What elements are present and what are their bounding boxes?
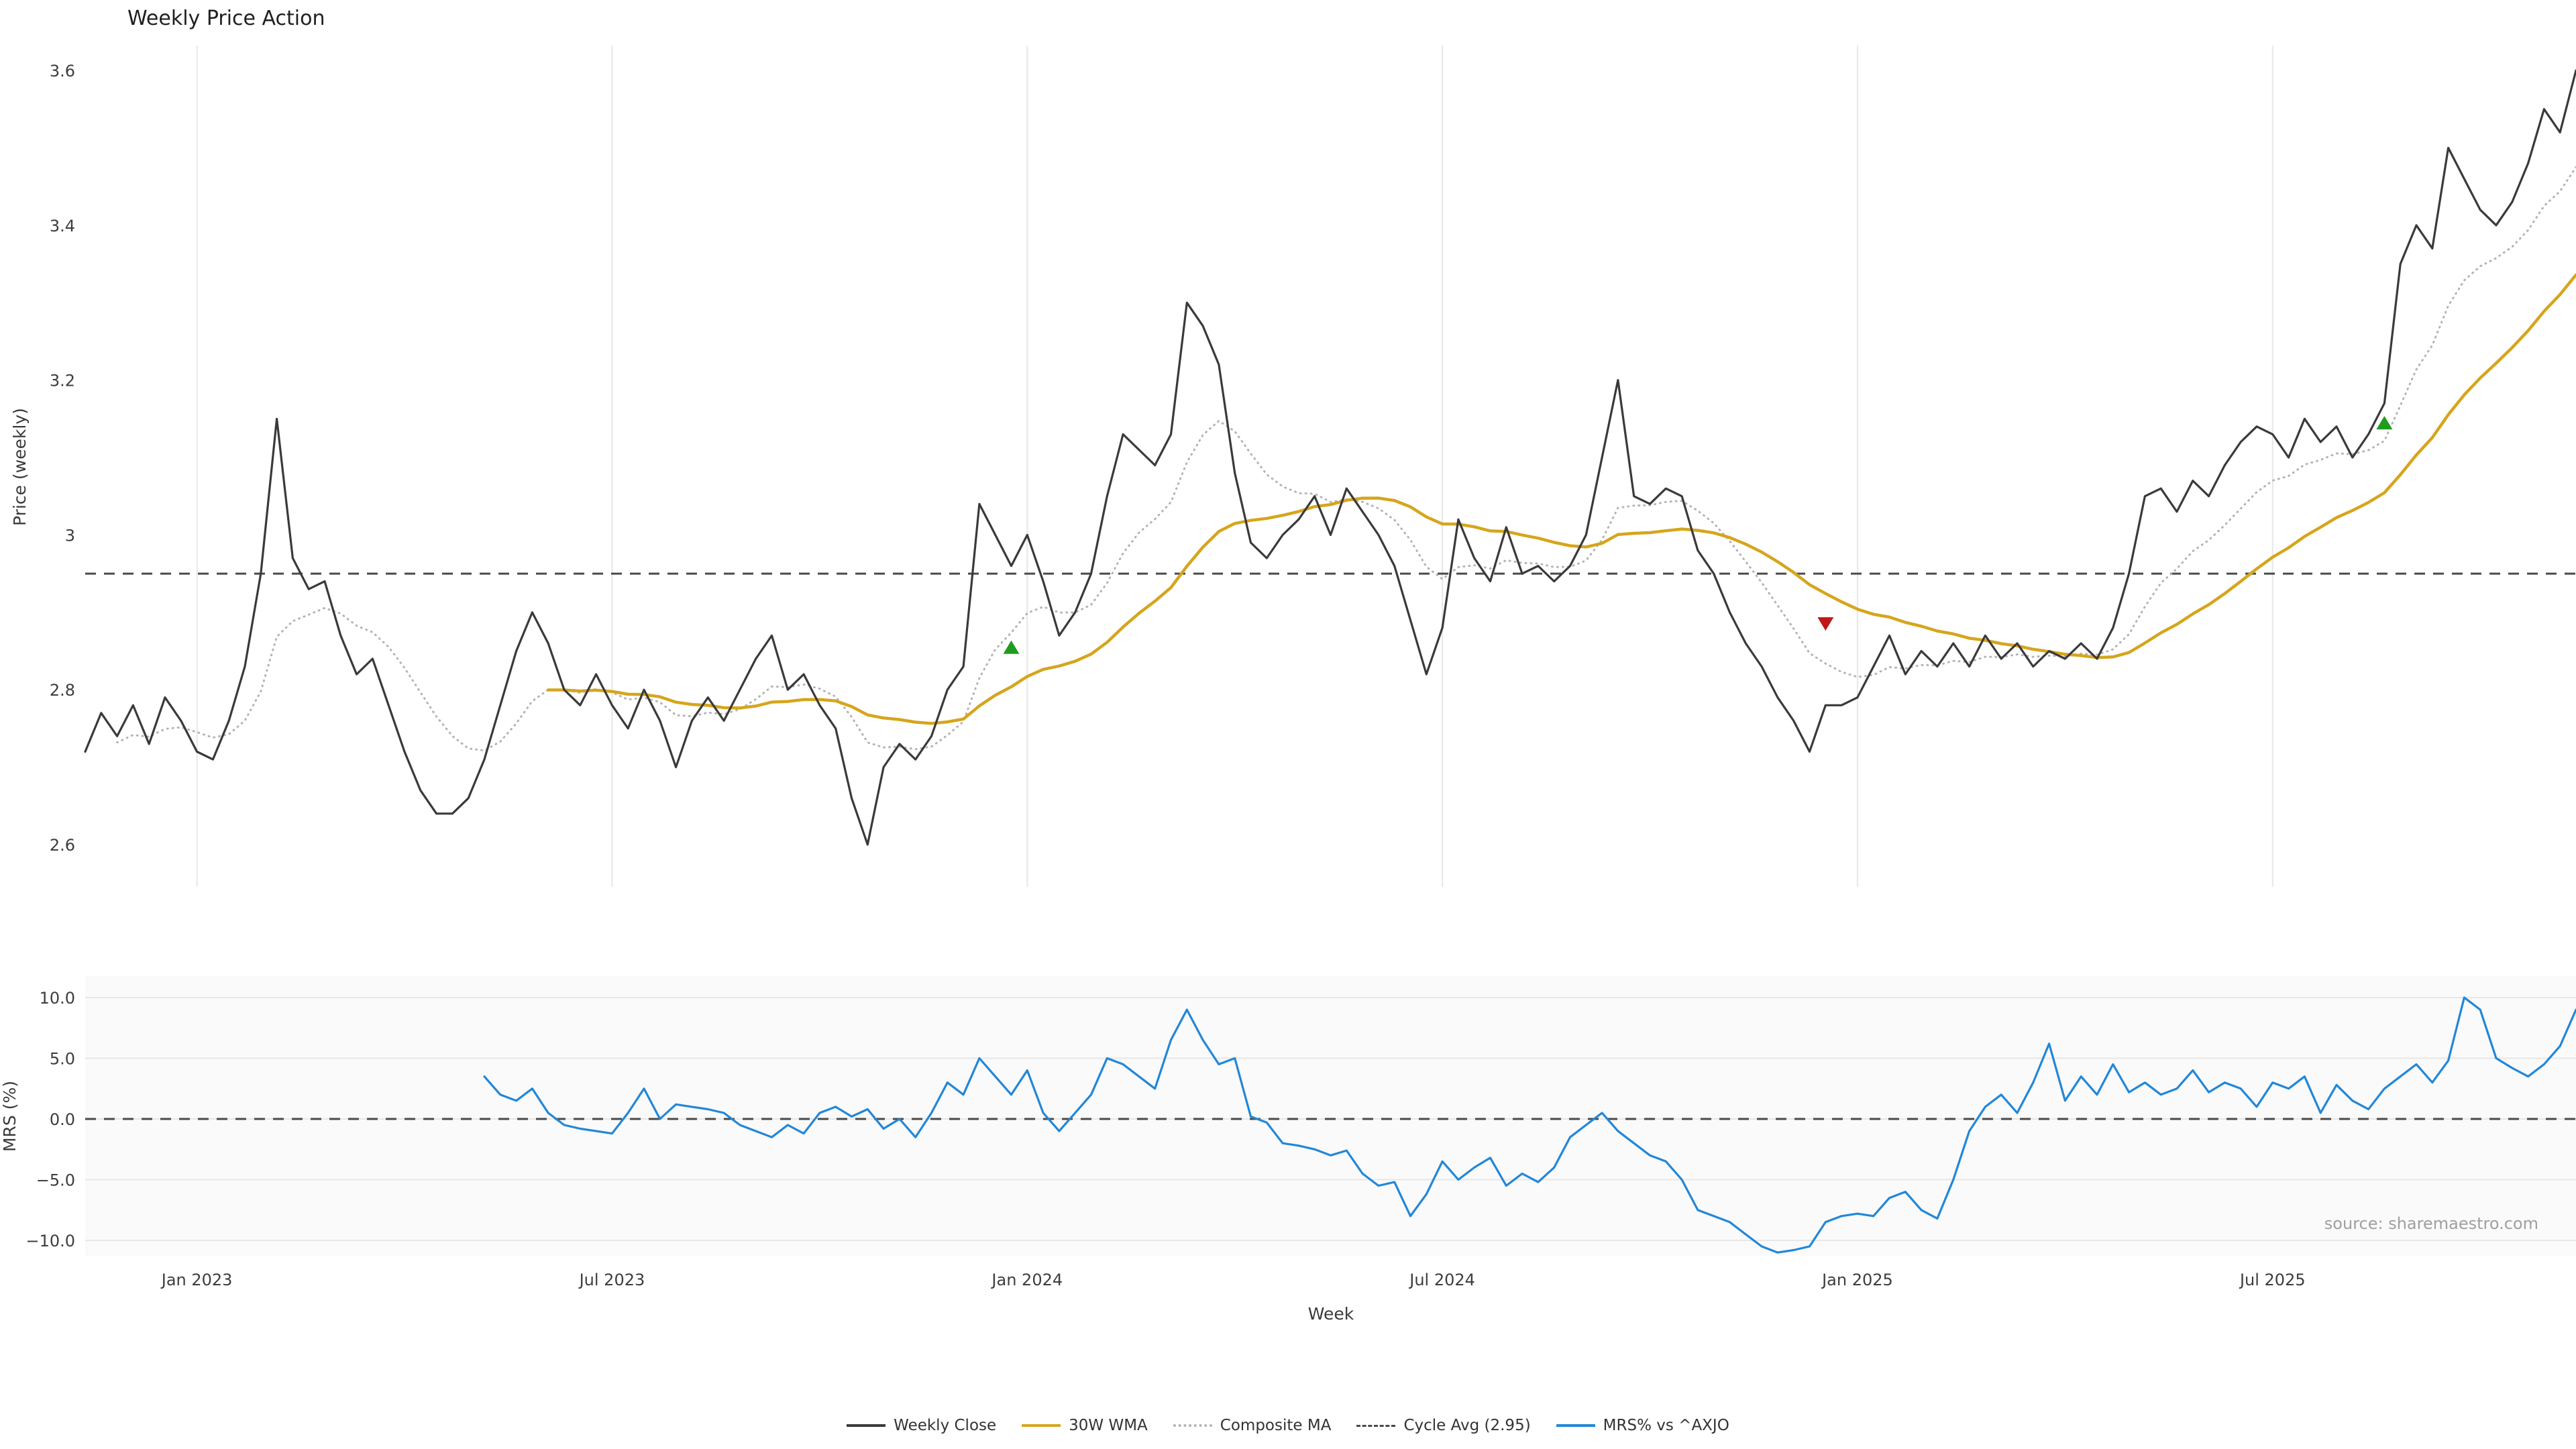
price-tick-label: 3.6 — [50, 62, 75, 80]
mrs-tick-label: 5.0 — [50, 1050, 75, 1069]
legend-item: 30W WMA — [1022, 1417, 1148, 1434]
x-tick-label: Jul 2025 — [2239, 1271, 2306, 1289]
buy-signal-marker — [2376, 416, 2393, 430]
legend-label: 30W WMA — [1069, 1417, 1148, 1434]
price-axis-label: Price (weekly) — [10, 408, 30, 526]
legend-item: MRS% vs ^AXJO — [1556, 1417, 1729, 1434]
legend-label: Composite MA — [1220, 1417, 1332, 1434]
legend-sample-solid-line-icon — [1556, 1424, 1595, 1427]
x-tick-label: Jul 2023 — [578, 1271, 645, 1289]
legend-sample-solid-line-icon — [1022, 1424, 1061, 1427]
legend-sample-dotted-line-icon — [1173, 1424, 1212, 1427]
legend-sample-solid-line-icon — [847, 1424, 886, 1427]
composite-ma-line — [116, 166, 2576, 752]
mrs-panel-background — [85, 976, 2576, 1256]
x-tick-label: Jan 2024 — [990, 1271, 1063, 1289]
x-tick-label: Jan 2025 — [1821, 1271, 1893, 1289]
buy-signal-marker — [1003, 640, 1020, 654]
chart-title: Weekly Price Action — [127, 7, 325, 30]
weekly-close-line — [84, 69, 2576, 846]
legend-item: Weekly Close — [847, 1417, 996, 1434]
legend-item: Composite MA — [1173, 1417, 1332, 1434]
price-tick-label: 3 — [65, 526, 75, 545]
legend-sample-dashed-line-icon — [1356, 1424, 1396, 1427]
mrs-tick-label: 10.0 — [40, 989, 75, 1008]
price-tick-label: 3.2 — [50, 372, 75, 390]
legend-label: MRS% vs ^AXJO — [1603, 1417, 1729, 1434]
mrs-line — [483, 996, 2576, 1254]
source-note: source: sharemaestro.com — [2324, 1214, 2538, 1233]
price-tick-label: 2.6 — [50, 836, 75, 855]
sell-signal-marker — [1817, 617, 1834, 631]
legend: Weekly Close 30W WMA Composite MA Cycle Avg… — [0, 1417, 2576, 1434]
legend-item: Cycle Avg (2.95) — [1356, 1417, 1531, 1434]
legend-label: Cycle Avg (2.95) — [1403, 1417, 1531, 1434]
mrs-axis-label: MRS (%) — [0, 1080, 19, 1152]
x-axis-label: Week — [1307, 1304, 1354, 1324]
x-tick-label: Jan 2023 — [160, 1271, 233, 1289]
mrs-tick-label: −10.0 — [25, 1232, 75, 1250]
price-tick-label: 2.8 — [50, 681, 75, 700]
legend-label: Weekly Close — [894, 1417, 997, 1434]
x-tick-label: Jul 2024 — [1408, 1271, 1475, 1289]
price-tick-label: 3.4 — [50, 217, 75, 235]
wma-line — [546, 273, 2576, 725]
mrs-tick-label: −5.0 — [36, 1171, 75, 1190]
mrs-tick-label: 0.0 — [50, 1110, 75, 1129]
